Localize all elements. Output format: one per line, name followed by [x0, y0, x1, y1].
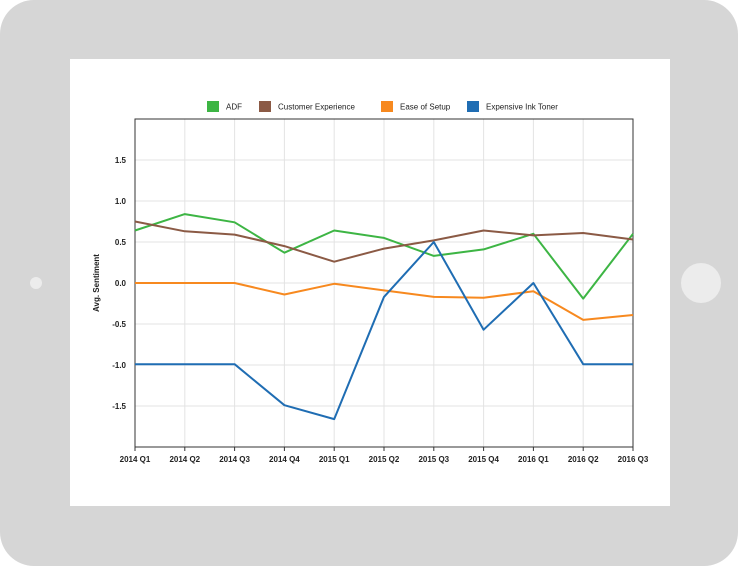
series-line-customer-experience [134, 220, 634, 263]
legend-label[interactable]: Customer Experience [278, 103, 355, 112]
series-line-adf [134, 213, 634, 300]
x-tick-label: 2015 Q2 [369, 455, 400, 464]
camera-icon [30, 277, 42, 289]
y-tick-label: 1.5 [115, 156, 127, 165]
x-tick-label: 2014 Q1 [120, 455, 151, 464]
x-tick-label: 2014 Q2 [169, 455, 200, 464]
x-tick-label: 2016 Q1 [518, 455, 549, 464]
legend-swatch[interactable] [259, 101, 271, 112]
y-tick-label: 0.0 [115, 279, 127, 288]
screen: 2014 Q1 2014 Q2 2014 Q3 2014 Q4 2015 Q1 2015 … [70, 59, 670, 506]
legend-swatch[interactable] [467, 101, 479, 112]
legend-swatch[interactable] [381, 101, 393, 112]
line-chart: 2014 Q1 2014 Q2 2014 Q3 2014 Q4 2015 Q1 2015 … [92, 101, 649, 464]
x-tick-label: 2014 Q4 [269, 455, 300, 464]
y-axis-title: Avg. Sentiment [92, 254, 101, 312]
x-tick-label: 2015 Q1 [319, 455, 350, 464]
y-tick-label: -0.5 [112, 320, 126, 329]
y-tick-label: -1.5 [112, 402, 126, 411]
x-tick-label: 2016 Q3 [618, 455, 649, 464]
x-tick-label: 2016 Q2 [568, 455, 599, 464]
legend-swatch[interactable] [207, 101, 219, 112]
series-line-expensive-ink-toner [135, 241, 633, 421]
x-tick-label: 2015 Q3 [418, 455, 449, 464]
x-tick-label: 2014 Q3 [219, 455, 250, 464]
legend-label[interactable]: Ease of Setup [400, 103, 451, 112]
series-line-ease-of-setup [135, 282, 634, 321]
y-tick-label: -1.0 [112, 361, 126, 370]
home-button[interactable] [681, 263, 721, 303]
y-tick-label: 1.0 [115, 197, 127, 206]
legend-label[interactable]: Expensive Ink Toner [486, 103, 558, 112]
x-tick-label: 2015 Q4 [468, 455, 499, 464]
y-tick-label: 0.5 [115, 238, 127, 247]
legend-label[interactable]: ADF [226, 103, 242, 112]
